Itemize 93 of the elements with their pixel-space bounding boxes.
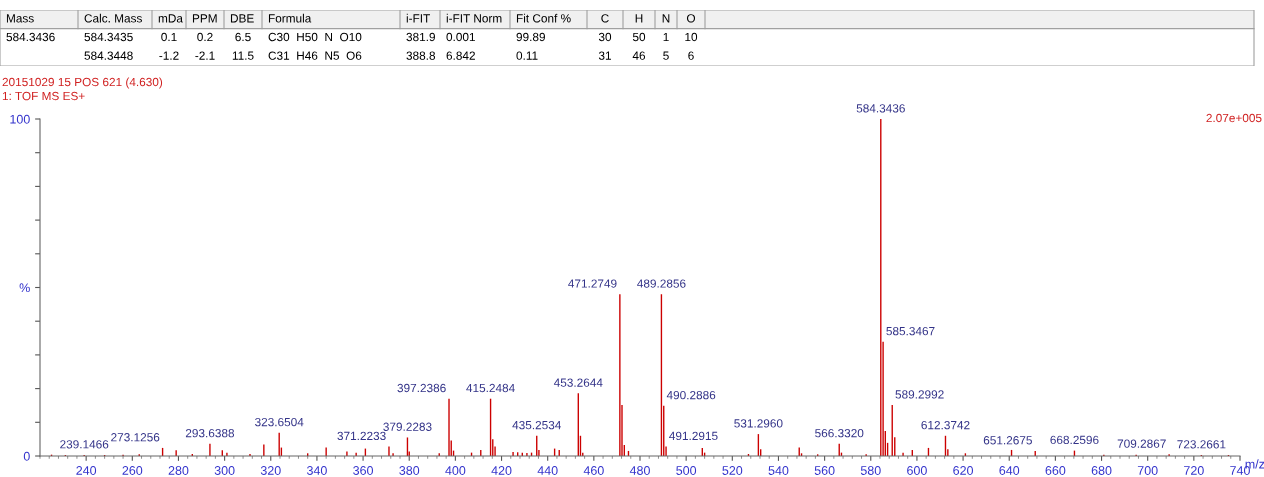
annotation: 585.3467 (886, 326, 935, 336)
text: i-FIT Norm (446, 13, 502, 23)
text: 381.9 (406, 32, 435, 42)
x-tick-label: 340 (306, 466, 327, 475)
text: 584.3436 (6, 32, 55, 42)
text: DBE (230, 14, 254, 23)
y-tick-label: 0 (23, 451, 30, 461)
text: N (662, 14, 670, 23)
annotation: 589.2992 (895, 390, 944, 399)
text: 11.5 (232, 51, 254, 60)
x-tick-label: 620 (953, 466, 974, 475)
text: i-FIT (406, 13, 430, 23)
y-tick-label: % (19, 283, 30, 293)
annotation: 471.2749 (568, 279, 617, 288)
text: 0.2 (197, 32, 213, 42)
text: 0.001 (446, 32, 475, 42)
annotation: 239.1466 (60, 440, 109, 449)
x-tick-label: 660 (1045, 466, 1066, 475)
text: 6 (688, 51, 694, 60)
text: 10 (685, 32, 698, 42)
x-tick-label: 400 (445, 466, 466, 475)
text: 99.89 (516, 32, 545, 42)
x-tick-label: 500 (676, 466, 697, 475)
text: 0.11 (516, 51, 538, 60)
x-tick-label: 640 (999, 466, 1020, 475)
annotation: 397.2386 (397, 383, 446, 393)
text: mDa (158, 14, 183, 23)
x-tick-label: 280 (168, 466, 189, 475)
x-tick-label: 520 (722, 466, 743, 475)
annotation: 435.2534 (512, 420, 562, 430)
x-tick-label: 600 (907, 466, 927, 475)
x-tick-label: 380 (399, 466, 420, 475)
text: Mass (6, 14, 34, 23)
text: 388.8 (406, 51, 436, 60)
annotation: 668.2596 (1050, 435, 1099, 445)
text: Calc. Mass (84, 13, 142, 23)
annotation: 709.2867 (1117, 439, 1166, 448)
text: O (686, 14, 696, 23)
text: C (601, 14, 609, 23)
annotation: 651.2675 (983, 436, 1032, 445)
y-tick-label: 100 (10, 114, 30, 124)
x-tick-label: 540 (768, 466, 789, 475)
x-tick-label: 560 (814, 466, 835, 475)
x-tick-label: 320 (260, 466, 281, 475)
x-tick-label: 480 (629, 466, 650, 475)
x-tick-label: 360 (353, 466, 374, 475)
text: 50 (632, 32, 646, 42)
annotation: 531.2960 (734, 419, 783, 428)
annotation: 293.6388 (185, 429, 235, 438)
x-tick-label: 680 (1091, 466, 1112, 475)
annotation: 491.2915 (669, 431, 718, 441)
x-tick-label: 240 (76, 466, 97, 475)
text: H (635, 14, 643, 23)
text: -2.1 (195, 51, 215, 60)
text: 6.842 (446, 51, 475, 60)
text: 1 (663, 32, 669, 42)
text: 584.3448 (84, 51, 133, 60)
annotation: 489.2856 (637, 279, 686, 288)
text: 46 (632, 51, 646, 60)
annotation: 723.2661 (1177, 440, 1226, 449)
x-tick-label: 300 (214, 466, 235, 475)
annotation: 584.3436 (856, 104, 905, 113)
annotation: 323.6504 (255, 417, 304, 427)
x-tick-label: 460 (583, 466, 604, 475)
text: 30 (598, 32, 612, 42)
annotation: 453.2644 (553, 378, 603, 387)
x-tick-label: 700 (1137, 466, 1158, 475)
annotation: 566.3320 (815, 429, 864, 438)
text: 584.3435 (84, 32, 133, 42)
text: 0.1 (161, 32, 177, 42)
annotation: 2.07e+005 (1206, 113, 1262, 123)
text: -1.2 (159, 51, 179, 60)
x-tick-label: 580 (860, 466, 881, 475)
chart-title: 20151029 15 POS 621 (4.630) (2, 77, 163, 89)
chart-subtitle: 1: TOF MS ES+ (2, 91, 85, 101)
text: Formula (268, 13, 312, 23)
x-tick-label: 260 (122, 466, 143, 475)
text: PPM (192, 14, 217, 23)
text: C30 H50 N O10 (268, 32, 362, 42)
text: Fit Conf % (516, 13, 571, 23)
x-tick-label: 440 (537, 466, 558, 475)
x-tick-label: 420 (491, 466, 512, 475)
annotation: 379.2283 (383, 422, 432, 431)
annotation: 490.2886 (666, 390, 716, 400)
annotation: 371.2233 (337, 431, 386, 441)
text: 31 (598, 51, 611, 60)
annotation: 273.1256 (111, 433, 160, 442)
x-tick-label: 720 (1184, 466, 1204, 475)
text: C31 H46 N5 O6 (268, 51, 362, 60)
text: 5 (663, 51, 669, 60)
annotation: 415.2484 (466, 383, 515, 393)
text: 6.5 (235, 32, 251, 42)
annotation: 612.3742 (921, 420, 970, 430)
